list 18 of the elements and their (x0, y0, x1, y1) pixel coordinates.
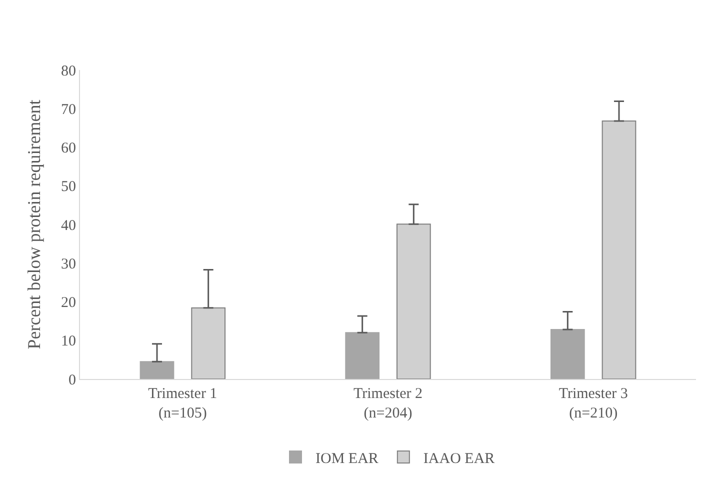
legend-label: IAAO EAR (423, 450, 495, 467)
y-axis-title: Percent below protein requirement (24, 100, 44, 350)
bar (345, 332, 380, 379)
x-tick-label: Trimester 2 (n=204) (353, 386, 423, 422)
y-tick-label: 40 (61, 218, 76, 234)
y-tick-label: 80 (61, 63, 76, 80)
y-tick-label: 70 (61, 102, 76, 118)
x-tick-label: Trimester 1 (n=105) (148, 386, 218, 422)
y-tick-label: 0 (68, 372, 76, 388)
y-tick-label: 30 (61, 256, 76, 272)
legend-label: IOM EAR (316, 450, 378, 467)
bar (550, 329, 585, 379)
y-tick-label: 60 (61, 140, 76, 156)
x-tick-label: Trimester 3 (n=210) (558, 386, 628, 422)
y-tick-label: 10 (61, 334, 76, 350)
bar (140, 361, 174, 379)
y-tick-label: 50 (61, 179, 76, 196)
y-tick-label: 20 (61, 295, 76, 311)
